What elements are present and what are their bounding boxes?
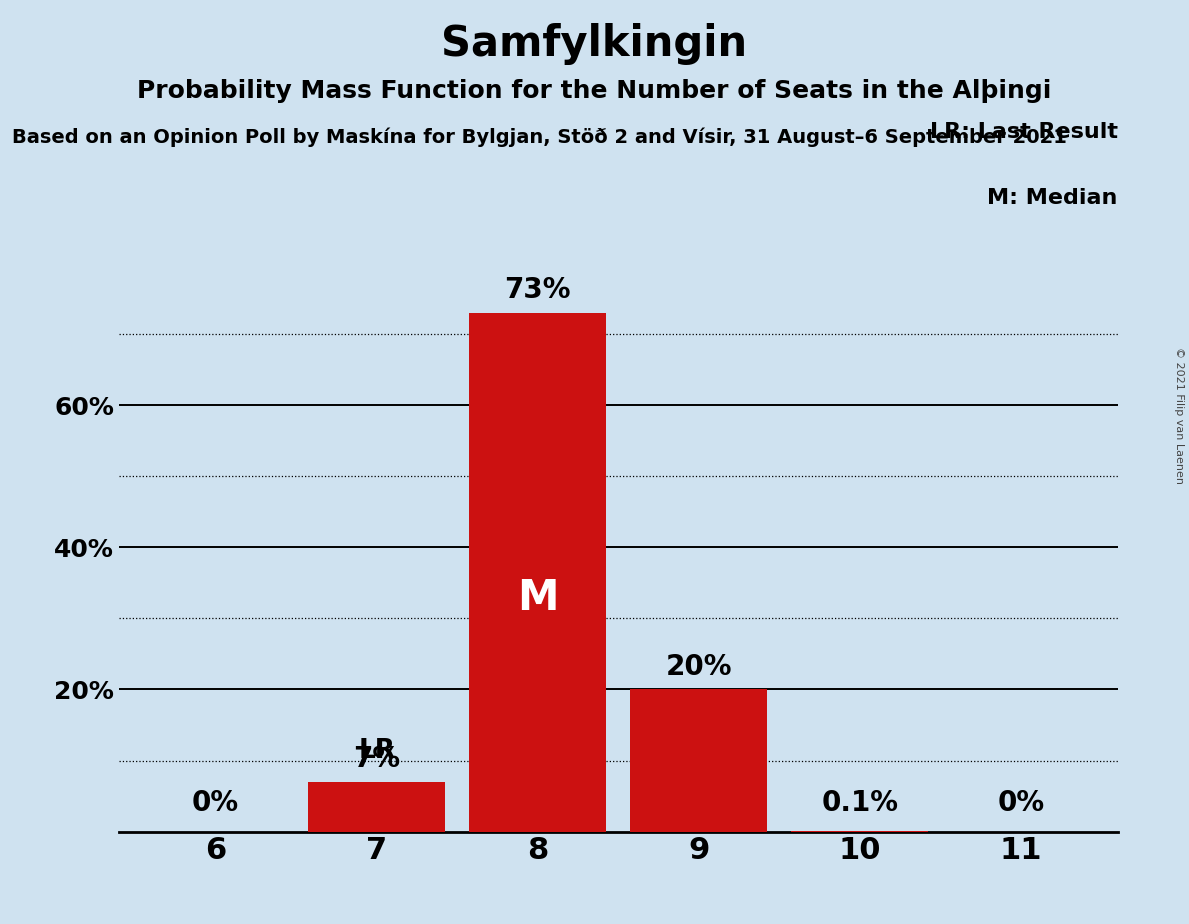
- Text: Probability Mass Function for the Number of Seats in the Alþingi: Probability Mass Function for the Number…: [137, 79, 1052, 103]
- Bar: [470, 312, 606, 832]
- Text: LR: Last Result: LR: Last Result: [930, 122, 1118, 142]
- Text: 0.1%: 0.1%: [822, 789, 899, 818]
- Bar: [308, 782, 445, 832]
- Text: LR: LR: [358, 738, 395, 764]
- Text: © 2021 Filip van Laenen: © 2021 Filip van Laenen: [1175, 347, 1184, 484]
- Text: Based on an Opinion Poll by Maskína for Bylgjan, Stöð 2 and Vísir, 31 August–6 S: Based on an Opinion Poll by Maskína for …: [12, 128, 1067, 147]
- Text: 0%: 0%: [191, 789, 239, 818]
- Text: M: M: [517, 578, 559, 619]
- Text: 73%: 73%: [504, 276, 571, 304]
- Text: M: Median: M: Median: [987, 188, 1118, 209]
- Text: 7%: 7%: [353, 746, 401, 773]
- Text: Samfylkingin: Samfylkingin: [441, 23, 748, 65]
- Text: 20%: 20%: [666, 653, 732, 681]
- Bar: [630, 689, 767, 832]
- Text: 0%: 0%: [998, 789, 1045, 818]
